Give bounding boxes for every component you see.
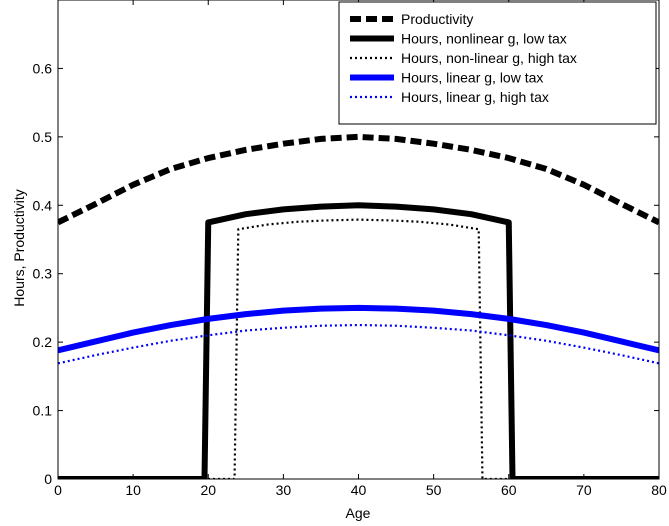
legend-label-1: Hours, nonlinear g, low tax	[401, 31, 567, 47]
legend-label-4: Hours, linear g, high tax	[401, 89, 549, 105]
x-tick-label: 60	[501, 482, 517, 498]
y-axis-label: Hours, Productivity	[11, 189, 27, 306]
series-line-1	[58, 202, 659, 479]
y-tick-label: 0.2	[33, 334, 53, 350]
x-axis-label: Age	[346, 505, 371, 521]
x-tick-label: 20	[200, 482, 216, 498]
legend-label-0: Productivity	[401, 11, 473, 27]
x-tick-label: 10	[125, 482, 141, 498]
x-tick-label: 0	[54, 482, 62, 498]
y-tick-label: 0.4	[33, 197, 53, 213]
x-tick-label: 70	[576, 482, 592, 498]
x-tick-label: 30	[276, 482, 292, 498]
x-tick-label: 50	[426, 482, 442, 498]
y-tick-label: 0	[44, 471, 52, 487]
legend-label-3: Hours, linear g, low tax	[401, 70, 543, 86]
y-tick-label: 0.5	[33, 129, 53, 145]
legend-box	[338, 1, 657, 125]
series-line-2	[58, 218, 659, 479]
series-line-3	[58, 304, 659, 354]
x-tick-label: 80	[651, 482, 667, 498]
y-tick-label: 0.1	[33, 403, 53, 419]
ticks-layer: 0 10 20 30 40 50 60 70 80 0 0.1 0.2 0.3 0.4 0.5 0.6	[33, 0, 667, 498]
y-tick-label: 0.3	[33, 266, 53, 282]
series-line-4	[58, 323, 659, 365]
x-tick-label: 40	[351, 482, 367, 498]
series-line-0	[58, 133, 659, 226]
legend-label-2: Hours, non-linear g, high tax	[401, 50, 577, 66]
y-tick-label: 0.6	[33, 60, 53, 76]
series-layer	[58, 133, 659, 479]
legend: Productivity Hours, nonlinear g, low tax H…	[338, 1, 657, 125]
